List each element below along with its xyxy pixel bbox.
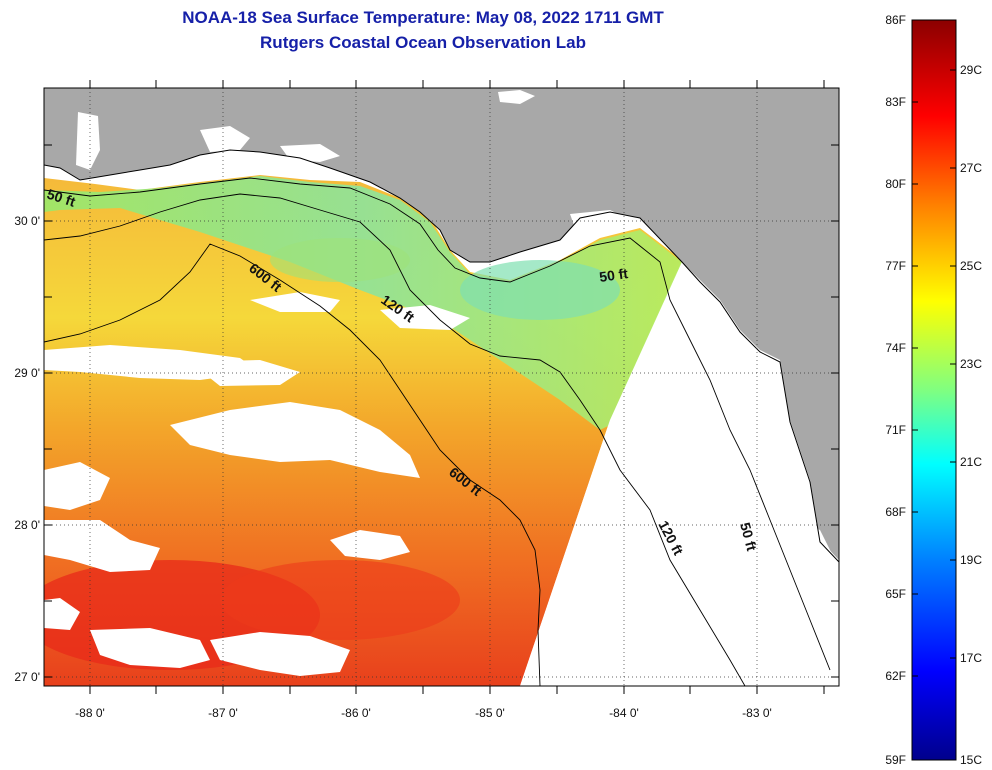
colorbar-c-label: 17C — [960, 651, 982, 665]
sst-warm-patch-2 — [220, 560, 460, 640]
axis-ticks — [44, 80, 839, 694]
lat-lon-grid — [44, 88, 839, 686]
lon-label: -86 0' — [341, 706, 371, 720]
lat-label: 28 0' — [14, 518, 40, 532]
colorbar-c-label: 19C — [960, 553, 982, 567]
colorbar-f-label: 86F — [885, 13, 906, 27]
sst-nearshore-band — [44, 176, 682, 430]
colorbar-c-label: 15C — [960, 753, 982, 767]
sst-cool-patch — [460, 260, 620, 320]
colorbar-f-label: 80F — [885, 177, 906, 191]
lat-label: 27 0' — [14, 670, 40, 684]
colorbar-f-label: 71F — [885, 423, 906, 437]
lon-label: -87 0' — [208, 706, 238, 720]
contour-label: 50 ft — [737, 521, 760, 553]
contour-label: 50 ft — [598, 265, 629, 285]
land-mass — [44, 88, 839, 560]
sst-cool-patch-west — [270, 238, 410, 282]
colorbar-c-label: 23C — [960, 357, 982, 371]
lon-label: -88 0' — [75, 706, 105, 720]
no-data-wedge — [520, 262, 839, 686]
contour-600ft — [44, 243, 541, 686]
coastline — [44, 149, 839, 563]
colorbar-f-label: 83F — [885, 95, 906, 109]
map-title: NOAA-18 Sea Surface Temperature: May 08,… — [182, 8, 664, 27]
colorbar-c-label: 27C — [960, 161, 982, 175]
map-frame — [43, 87, 840, 687]
map-area — [44, 88, 839, 686]
colorbar-f-label: 65F — [885, 587, 906, 601]
colorbar-c-label: 25C — [960, 259, 982, 273]
cloud-mask — [44, 292, 470, 676]
map-subtitle: Rutgers Coastal Ocean Observation Lab — [260, 33, 586, 52]
lon-label: -84 0' — [609, 706, 639, 720]
lon-label: -85 0' — [475, 706, 505, 720]
lon-label: -83 0' — [742, 706, 772, 720]
lat-label: 30 0' — [14, 214, 40, 228]
colorbar-f-label: 62F — [885, 669, 906, 683]
colorbar-f-label: 77F — [885, 259, 906, 273]
colorbar-f-label: 59F — [885, 753, 906, 767]
colorbar-f-label: 74F — [885, 341, 906, 355]
colorbar-c-label: 29C — [960, 63, 982, 77]
color-bar-gradient — [911, 19, 957, 761]
contour-50ft — [44, 177, 831, 671]
color-bar: 86F 83F 80F 77F 74F 71F 68F 65F 62F 59F … — [885, 13, 982, 767]
contour-120ft — [44, 193, 746, 686]
colorbar-c-label: 21C — [960, 455, 982, 469]
colorbar-f-label: 68F — [885, 505, 906, 519]
lat-label: 29 0' — [14, 366, 40, 380]
